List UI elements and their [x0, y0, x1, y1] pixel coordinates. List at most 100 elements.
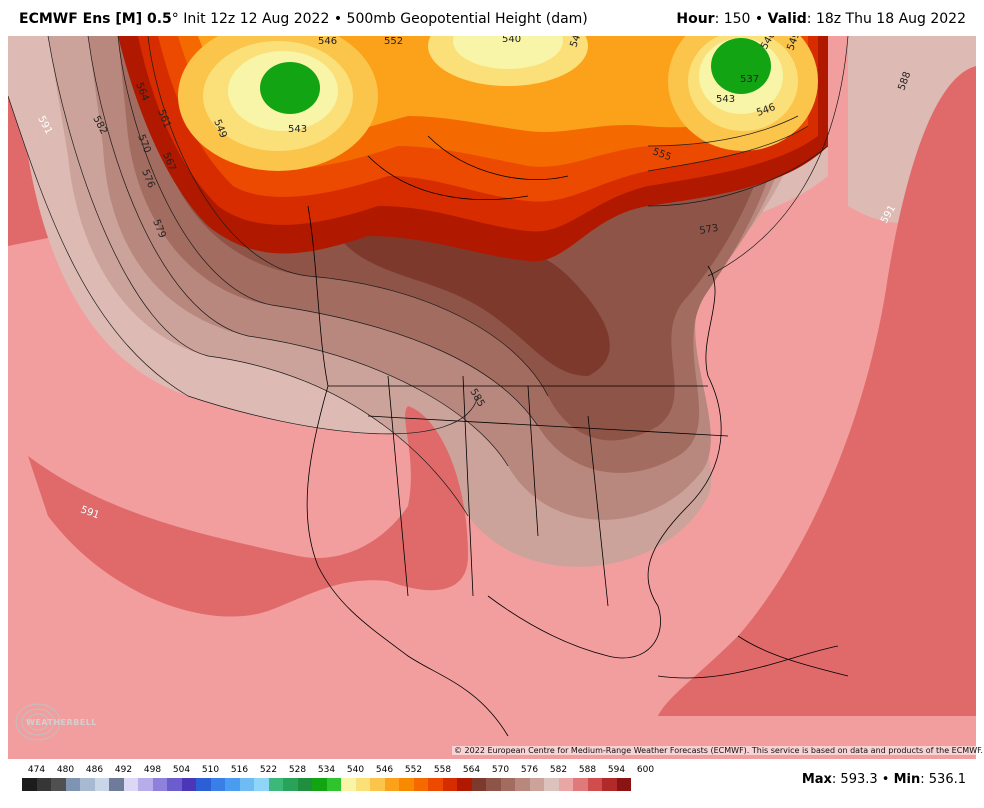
colorbar-swatch	[399, 778, 414, 791]
title-bullet: •	[333, 11, 343, 27]
colorbar-swatch	[167, 778, 182, 791]
colorbar-swatch	[544, 778, 559, 791]
colorbar-label: 576	[520, 765, 539, 775]
colorbar-swatch	[326, 778, 341, 791]
zone-564	[338, 228, 610, 376]
colorbar-swatch	[297, 778, 312, 791]
colorbar-label: 498	[143, 765, 162, 775]
colorbar-label: 570	[491, 765, 510, 775]
contour-label: 546	[318, 36, 337, 47]
contour-label: 543	[288, 124, 307, 135]
colorbar-swatch	[428, 778, 443, 791]
colorbar-swatch	[225, 778, 240, 791]
field-name: 500mb Geopotential Height (dam)	[346, 11, 588, 27]
colorbar-swatch	[500, 778, 515, 791]
colorbar-label: 534	[317, 765, 336, 775]
colorbar-swatch	[210, 778, 225, 791]
colorbar-swatch	[384, 778, 399, 791]
colorbar-label: 558	[433, 765, 452, 775]
colorbar-swatch	[123, 778, 138, 791]
degree-symbol: °	[171, 11, 179, 27]
colorbar-swatch	[471, 778, 486, 791]
contour-label: 537	[740, 74, 759, 85]
min-label: Min	[893, 772, 921, 787]
max-value: : 593.3	[831, 772, 878, 787]
colorbar-label: 504	[172, 765, 191, 775]
colorbar-label: 510	[201, 765, 220, 775]
colorbar-swatch	[341, 778, 356, 791]
colorbar-swatch	[138, 778, 153, 791]
colorbar-swatch	[486, 778, 501, 791]
colorbar-swatch	[65, 778, 80, 791]
colorbar-swatch	[268, 778, 283, 791]
colorbar-label: 516	[230, 765, 249, 775]
colorbar-swatch	[370, 778, 385, 791]
hour-label: Hour	[676, 11, 715, 27]
colorbar-swatch	[36, 778, 51, 791]
colorbar-swatch	[254, 778, 269, 791]
colorbar-label: 492	[114, 765, 133, 775]
colorbar-label: 600	[636, 765, 655, 775]
colorbar-swatch	[355, 778, 370, 791]
colorbar-swatch	[442, 778, 457, 791]
colorbar-label: 474	[27, 765, 46, 775]
colorbar-swatch	[109, 778, 124, 791]
colorbar-swatch	[602, 778, 617, 791]
colorbar: 474 480 486 492 498 504 510 516 522 528 534 540 546 5…	[0, 760, 984, 808]
colorbar-labels: 474 480 486 492 498 504 510 516 522 528 534 540 546 5…	[22, 765, 712, 777]
colorbar-label: 594	[607, 765, 626, 775]
contour-label: 543	[716, 94, 735, 105]
colorbar-swatch	[616, 778, 631, 791]
colorbar-swatch	[22, 778, 37, 791]
logo-text: WEATHERBELL	[26, 718, 97, 727]
colorbar-swatch	[413, 778, 428, 791]
greenland-low-green	[711, 38, 771, 94]
colorbar-swatch	[239, 778, 254, 791]
max-label: Max	[801, 772, 832, 787]
colorbar-label: 564	[462, 765, 481, 775]
colorbar-swatch	[457, 778, 472, 791]
colorbar-label: 480	[56, 765, 75, 775]
copyright-notice: © 2022 European Centre for Medium-Range …	[452, 746, 984, 755]
map-title: ECMWF Ens [M] 0.5° Init 12z 12 Aug 2022 …	[19, 11, 588, 27]
max-min-readout: Max: 593.3 • Min: 536.1	[802, 772, 966, 787]
colorbar-swatch	[312, 778, 327, 791]
valid-value: : 18z Thu 18 Aug 2022	[806, 11, 966, 27]
colorbar-label: 522	[259, 765, 278, 775]
min-value: : 536.1	[920, 772, 966, 787]
colorbar-label: 552	[404, 765, 423, 775]
colorbar-swatch	[94, 778, 109, 791]
colorbar-swatch	[573, 778, 588, 791]
colorbar-label: 546	[375, 765, 394, 775]
colorbar-swatch	[515, 778, 530, 791]
contour-label: 540	[502, 36, 521, 45]
valid-time-block: Hour: 150 • Valid: 18z Thu 18 Aug 2022	[676, 11, 966, 27]
contour-label: 573	[699, 223, 720, 237]
colorbar-swatch	[283, 778, 298, 791]
atlantic-591-high	[658, 66, 976, 716]
coastlines-borders	[306, 135, 849, 737]
colorbar-swatch	[51, 778, 66, 791]
colorbar-swatch	[181, 778, 196, 791]
southwest-591-high	[28, 406, 468, 617]
contour-lines	[7, 35, 849, 517]
colorbar-swatch	[152, 778, 167, 791]
colorbar-label: 582	[549, 765, 568, 775]
colorbar-swatches	[22, 778, 631, 791]
colorbar-label: 486	[85, 765, 104, 775]
colorbar-swatch	[80, 778, 95, 791]
contour-label: 552	[384, 36, 403, 47]
init-time: Init 12z 12 Aug 2022	[183, 11, 330, 27]
colorbar-swatch	[196, 778, 211, 791]
weatherbell-logo-icon	[15, 703, 61, 741]
hour-value: : 150	[714, 11, 751, 27]
title-bullet-2: •	[754, 11, 764, 27]
alaska-low-green	[260, 62, 320, 114]
colorbar-swatch	[558, 778, 573, 791]
header: ECMWF Ens [M] 0.5° Init 12z 12 Aug 2022 …	[0, 0, 984, 36]
model-name: ECMWF Ens [M] 0.5	[19, 11, 172, 27]
colorbar-swatch	[529, 778, 544, 791]
colorbar-swatch	[587, 778, 602, 791]
colorbar-label: 528	[288, 765, 307, 775]
